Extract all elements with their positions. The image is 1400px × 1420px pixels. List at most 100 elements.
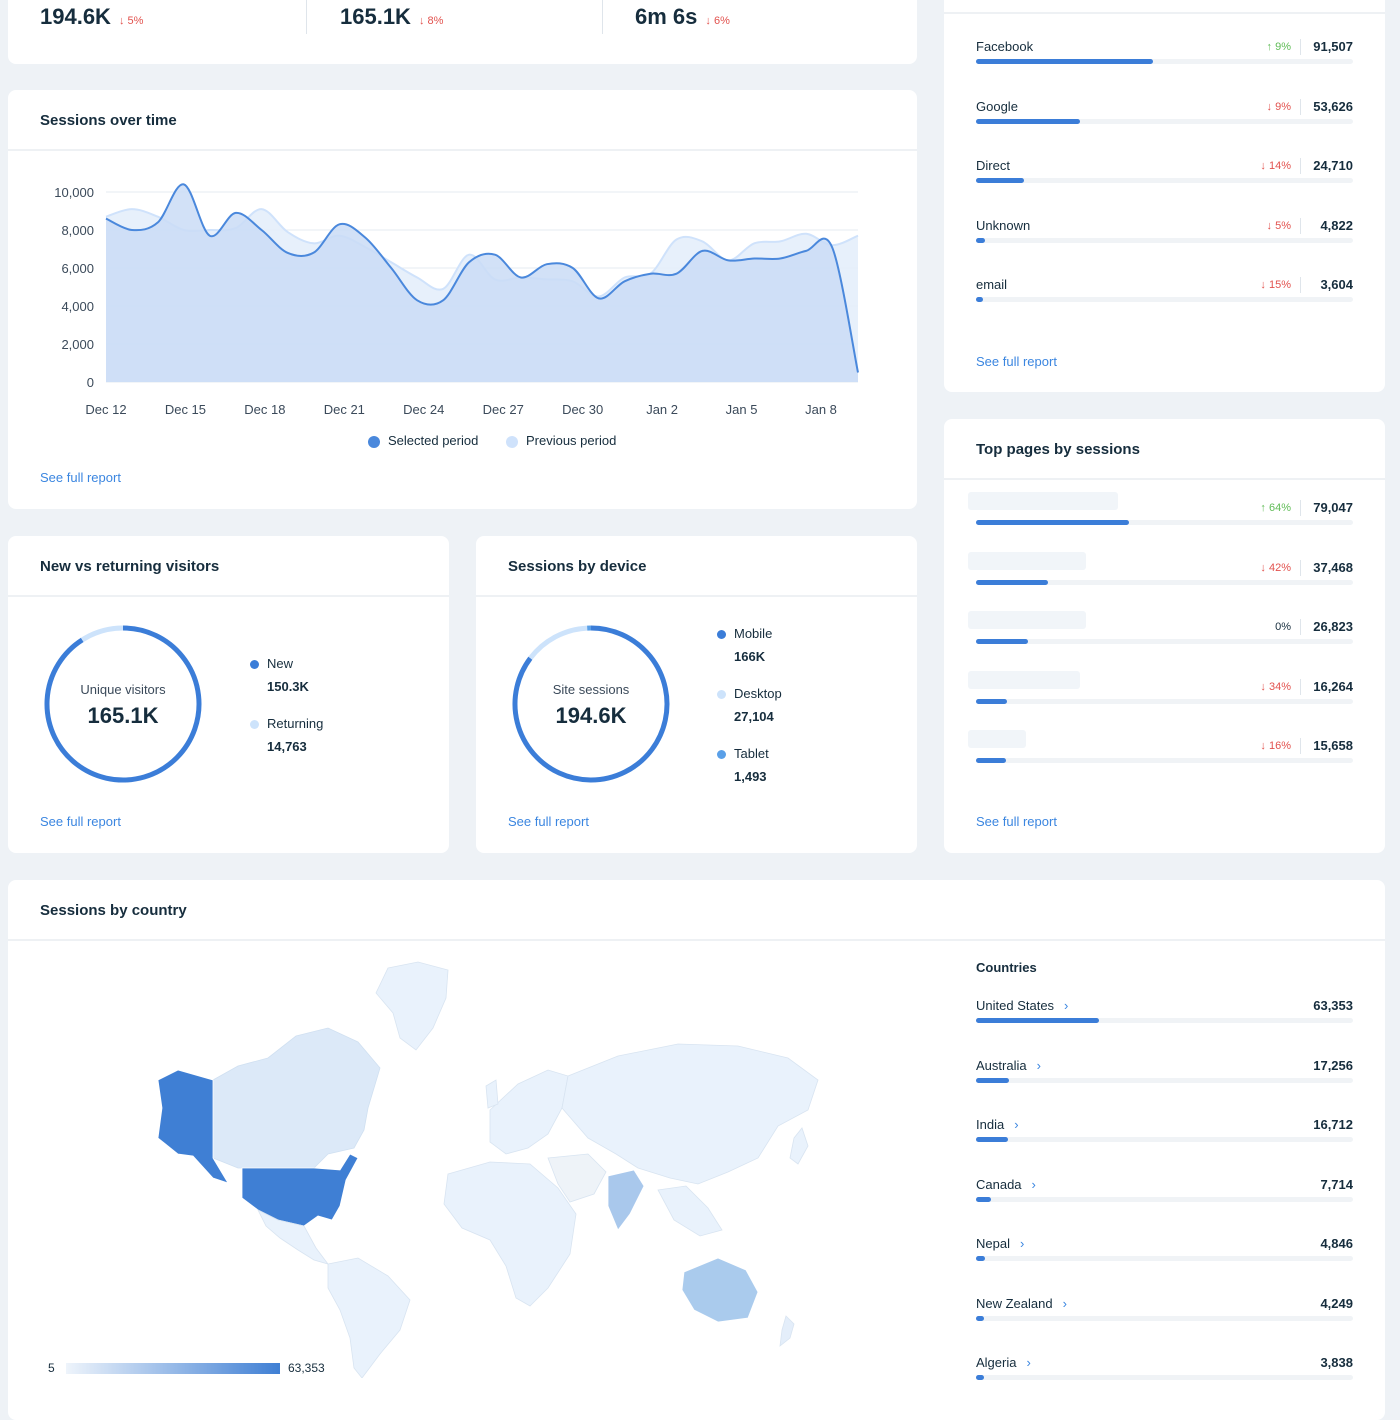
country-label: Algeria›	[976, 1355, 1031, 1370]
y-tick-label: 4,000	[61, 299, 94, 314]
bar-track	[976, 59, 1353, 64]
chevron-right-icon[interactable]: ›	[1020, 1236, 1024, 1251]
country-value: 16,712	[1313, 1117, 1353, 1132]
bar-fill	[976, 699, 1007, 704]
source-row[interactable]: Unknown↓ 5%4,822	[976, 218, 1353, 258]
donut-label: Site sessions	[511, 682, 671, 697]
bar-fill	[976, 178, 1024, 183]
change-indicator: 0%	[1275, 621, 1291, 633]
chevron-right-icon[interactable]: ›	[1063, 1296, 1067, 1311]
x-tick-label: Dec 12	[85, 402, 126, 417]
see-full-report-link[interactable]: See full report	[508, 814, 589, 829]
change-indicator: ↑ 9%	[1267, 41, 1291, 53]
chevron-right-icon[interactable]: ›	[1026, 1355, 1030, 1370]
chevron-right-icon[interactable]: ›	[1064, 998, 1068, 1013]
world-map[interactable]	[118, 958, 918, 1378]
see-full-report-link[interactable]: See full report	[40, 814, 121, 829]
source-row[interactable]: email↓ 15%3,604	[976, 277, 1353, 317]
page-value: 37,468	[1313, 560, 1353, 575]
donut-segment-desktop[interactable]	[530, 628, 587, 658]
arrow-down-icon: ↓	[1260, 740, 1269, 752]
value-divider	[1300, 619, 1301, 635]
legend-desktop: Desktop 27,104	[717, 686, 782, 724]
map-canada	[213, 1028, 380, 1168]
bar-track	[976, 699, 1353, 704]
value-divider	[1300, 277, 1301, 293]
bar-fill	[976, 1256, 985, 1261]
source-label: Direct	[976, 158, 1010, 173]
country-row[interactable]: Nepal›4,846	[976, 1236, 1353, 1276]
page-row[interactable]: ↓ 34%16,264	[976, 679, 1353, 719]
bar-fill	[976, 639, 1028, 644]
page-row[interactable]: ↓ 42% 37,468	[976, 560, 1353, 600]
bar-track	[976, 1137, 1353, 1142]
donut-label: Unique visitors	[43, 682, 203, 697]
bar-track	[976, 580, 1353, 585]
legend-dot-icon	[717, 630, 726, 639]
sessions-by-device-card: Sessions by device Site sessions 194.6K …	[476, 536, 917, 853]
source-row[interactable]: Facebook↑ 9%91,507	[976, 39, 1353, 79]
kpi-change: ↓ 8%	[419, 15, 443, 27]
chevron-right-icon[interactable]: ›	[1014, 1117, 1018, 1132]
legend-selected[interactable]: Selected period	[368, 433, 478, 448]
legend-dot-icon	[717, 690, 726, 699]
legend-tablet: Tablet 1,493	[717, 746, 769, 784]
card-title: Sessions by device	[508, 558, 646, 575]
country-value: 4,249	[1320, 1296, 1353, 1311]
country-row[interactable]: United States›63,353	[976, 998, 1353, 1038]
see-full-report-link[interactable]: See full report	[40, 470, 121, 485]
bar-track	[976, 1256, 1353, 1261]
chevron-right-icon[interactable]: ›	[1037, 1058, 1041, 1073]
country-row[interactable]: India›16,712	[976, 1117, 1353, 1157]
page-row[interactable]: 0% 26,823	[976, 619, 1353, 659]
country-value: 63,353	[1313, 998, 1353, 1013]
map-se-asia	[658, 1186, 722, 1236]
source-row[interactable]: Direct↓ 14%24,710	[976, 158, 1353, 198]
legend-previous[interactable]: Previous period	[506, 433, 616, 448]
page-value: 26,823	[1313, 619, 1353, 634]
bar-track	[976, 639, 1353, 644]
kpi-change: ↓ 6%	[705, 15, 729, 27]
map-greenland	[376, 962, 448, 1050]
chevron-right-icon[interactable]: ›	[1032, 1177, 1036, 1192]
country-row[interactable]: Canada›7,714	[976, 1177, 1353, 1217]
see-full-report-link[interactable]: See full report	[976, 354, 1057, 369]
see-full-report-link[interactable]: See full report	[976, 814, 1057, 829]
source-row[interactable]: Google↓ 9%53,626	[976, 99, 1353, 139]
source-value: 4,822	[1320, 218, 1353, 233]
legend-dot-icon	[717, 750, 726, 759]
country-row[interactable]: Algeria›3,838	[976, 1355, 1353, 1395]
page-title-placeholder	[968, 492, 1118, 510]
donut-segment-returning[interactable]	[82, 628, 123, 640]
page-value: 16,264	[1313, 679, 1353, 694]
kpi-site-sessions: 194.6K↓ 5%	[40, 4, 143, 30]
bar-track	[976, 1018, 1353, 1023]
page-title-placeholder	[968, 671, 1080, 689]
map-japan	[790, 1128, 808, 1164]
bar-fill	[976, 1316, 984, 1321]
kpi-change: ↓ 5%	[119, 15, 143, 27]
legend-dot-icon	[368, 436, 380, 448]
change-indicator: ↓ 42%	[1260, 562, 1291, 574]
new-vs-returning-card: New vs returning visitors Unique visitor…	[8, 536, 449, 853]
x-tick-label: Dec 24	[403, 402, 444, 417]
country-row[interactable]: New Zealand› 4,249	[976, 1296, 1353, 1336]
page-title-placeholder	[968, 730, 1026, 748]
x-tick-label: Jan 2	[646, 402, 678, 417]
country-row[interactable]: Australia›17,256	[976, 1058, 1353, 1098]
bar-fill	[976, 580, 1048, 585]
page-row[interactable]: ↓ 16%15,658	[976, 738, 1353, 778]
change-indicator: ↓ 14%	[1260, 160, 1291, 172]
bar-track	[976, 1316, 1353, 1321]
country-label: New Zealand›	[976, 1296, 1067, 1311]
kpi-card: 194.6K↓ 5% 165.1K↓ 8% 6m 6s↓ 6%	[8, 0, 917, 64]
legend-dot-icon	[250, 660, 259, 669]
bar-track	[976, 1197, 1353, 1202]
y-tick-label: 6,000	[61, 261, 94, 276]
page-row[interactable]: ↑ 64%79,047	[976, 500, 1353, 540]
source-value: 91,507	[1313, 39, 1353, 54]
map-south-america	[328, 1258, 410, 1378]
bar-track	[976, 238, 1353, 243]
page-value: 15,658	[1313, 738, 1353, 753]
